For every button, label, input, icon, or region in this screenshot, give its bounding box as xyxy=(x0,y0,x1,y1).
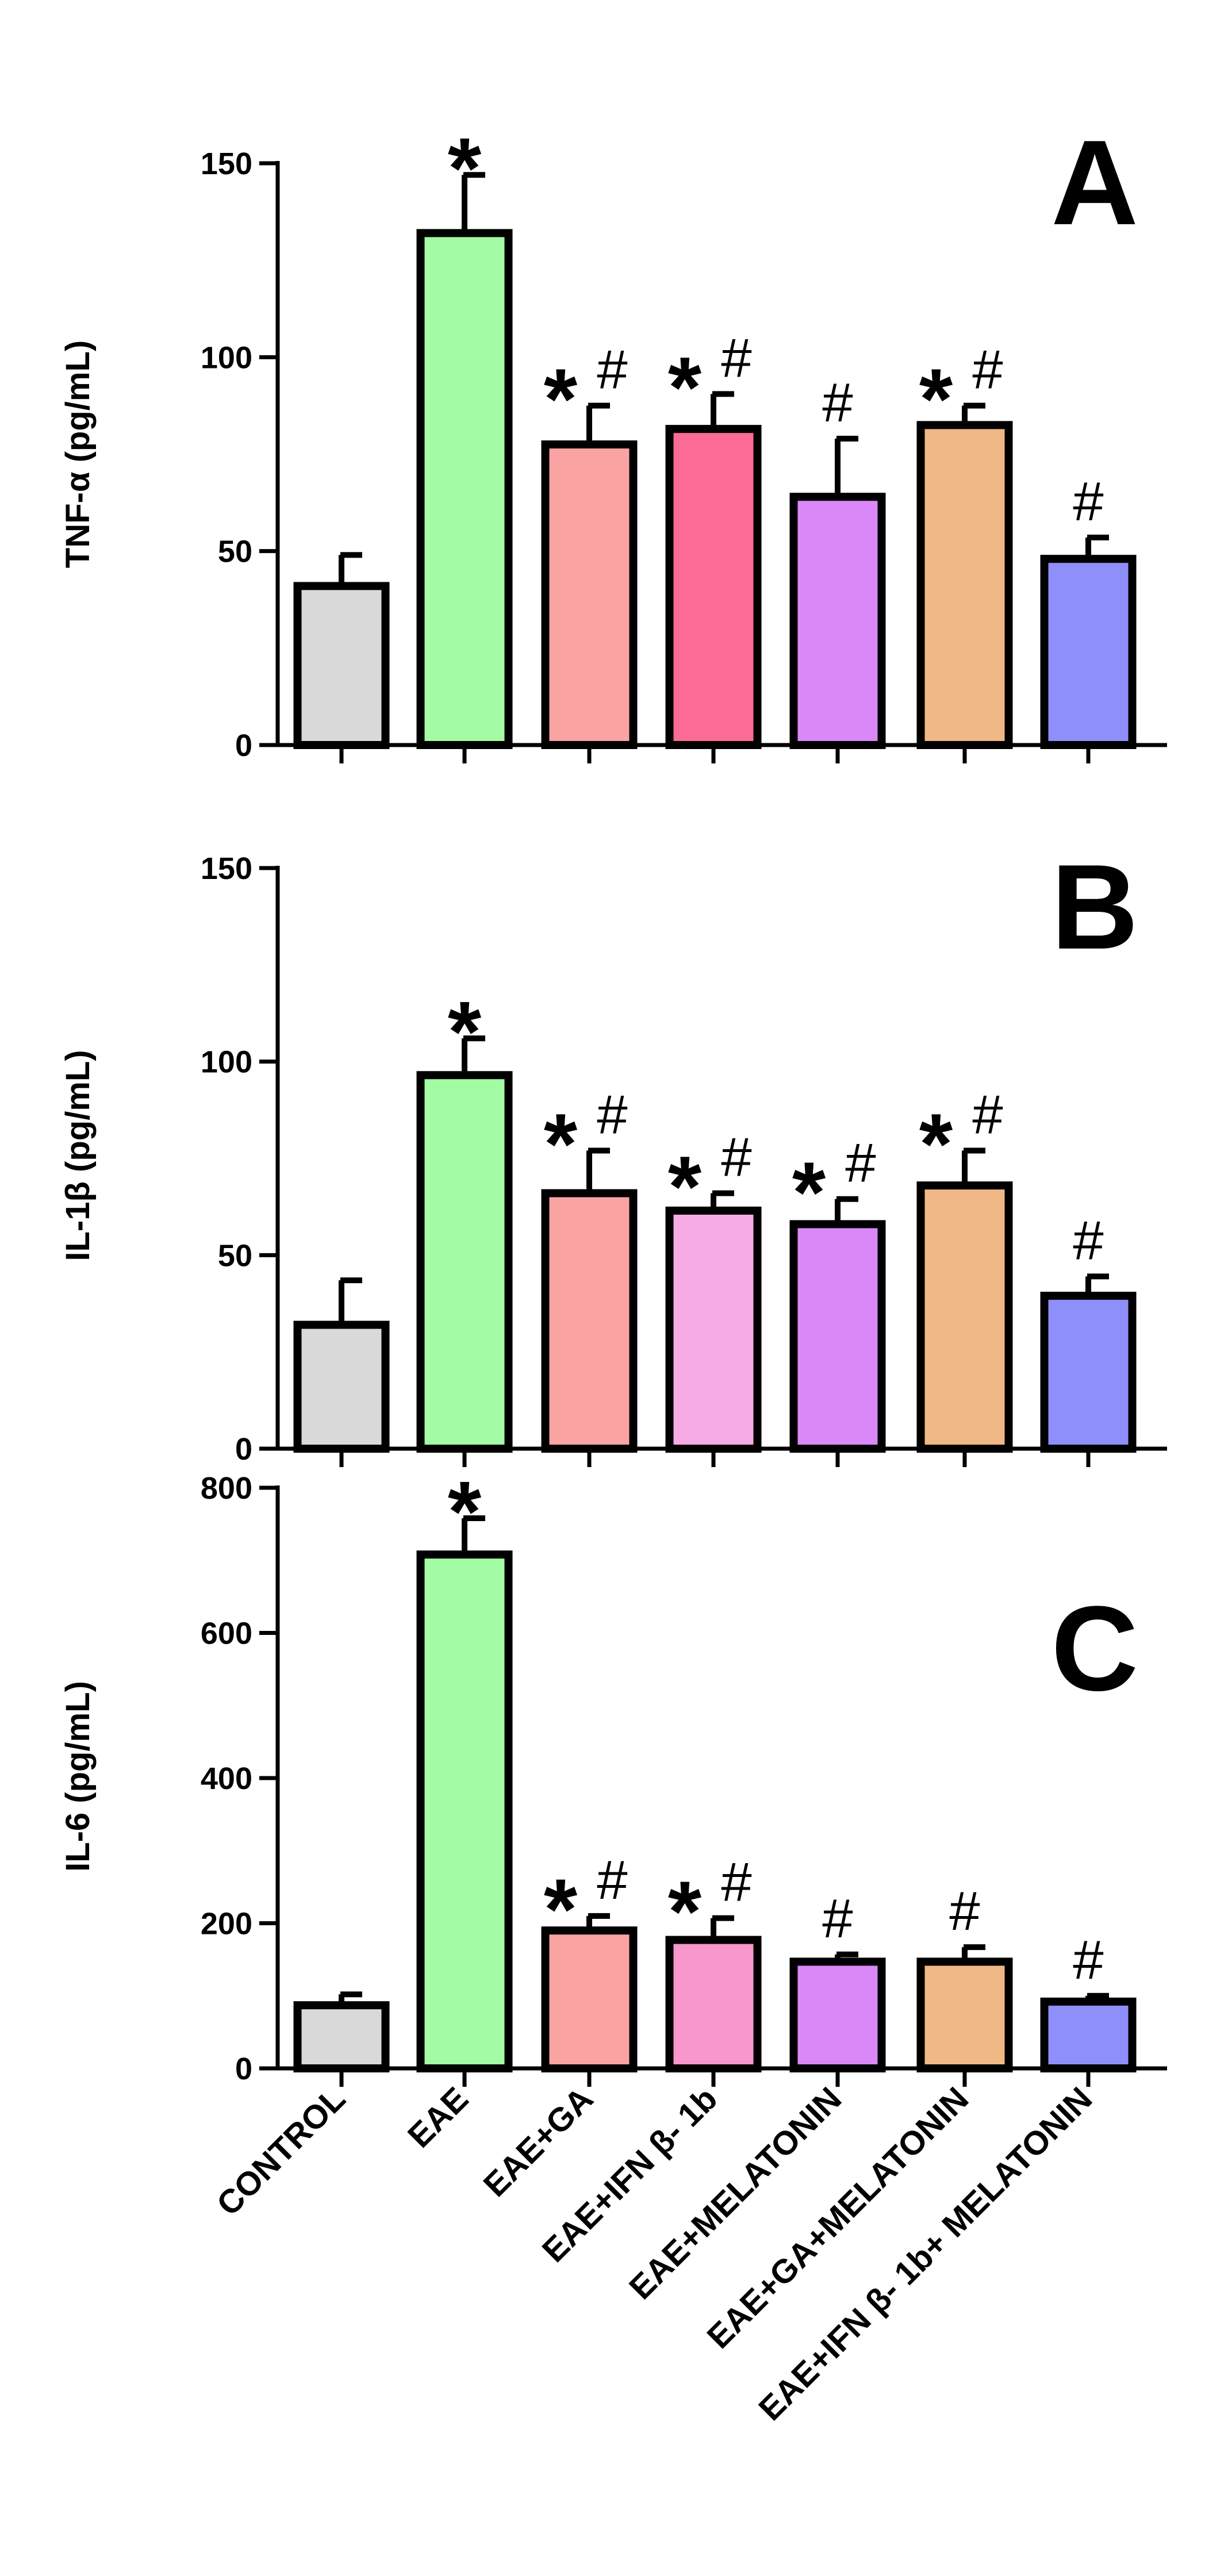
significance-hash: # xyxy=(597,1849,627,1911)
significance-hash: # xyxy=(822,372,853,433)
y-tick-label: 0 xyxy=(235,2052,252,2086)
bar-B-4 xyxy=(665,1206,762,1453)
y-tick-label: 800 xyxy=(201,1471,252,1506)
significance-star: * xyxy=(792,1144,826,1241)
y-axis-title-B: IL-1β (pg/mL) xyxy=(59,1050,97,1261)
bar-A-1 xyxy=(293,582,390,749)
y-tick-label: 600 xyxy=(201,1617,252,1651)
bar-B-2 xyxy=(416,1071,513,1453)
significance-hash: # xyxy=(972,1084,1003,1146)
y-tick-label: 0 xyxy=(235,728,252,763)
significance-hash: # xyxy=(949,1880,980,1942)
panel-letter-B: B xyxy=(1051,839,1138,974)
y-tick-label: 50 xyxy=(218,535,252,569)
significance-hash: # xyxy=(721,1127,751,1188)
y-tick-label: 0 xyxy=(235,1432,252,1466)
significance-star: * xyxy=(448,120,482,216)
bar-A-3 xyxy=(541,440,638,749)
significance-hash: # xyxy=(972,339,1003,401)
category-label: CONTROL xyxy=(209,2080,352,2223)
y-tick-label: 100 xyxy=(201,1045,252,1080)
bar-C-7 xyxy=(1040,1997,1137,2073)
y-tick-label: 150 xyxy=(201,851,252,886)
significance-hash: # xyxy=(845,1132,876,1194)
significance-star: * xyxy=(919,1096,953,1192)
significance-star: * xyxy=(668,339,702,435)
significance-hash: # xyxy=(1073,471,1103,532)
y-axis-title-C: IL-6 (pg/mL) xyxy=(59,1681,97,1872)
bar-C-6 xyxy=(916,1957,1013,2073)
y-tick-label: 200 xyxy=(201,1907,252,1941)
significance-star: * xyxy=(544,351,578,447)
category-label: EAE+MELATONIN xyxy=(622,2080,849,2306)
significance-hash: # xyxy=(721,327,751,389)
panel-letter-C: C xyxy=(1051,1581,1138,1716)
significance-star: * xyxy=(544,1096,578,1192)
panel-letter-A: A xyxy=(1051,115,1138,250)
bar-A-5 xyxy=(789,493,886,749)
significance-star: * xyxy=(668,1138,702,1235)
significance-hash: # xyxy=(721,1852,751,1913)
bar-A-2 xyxy=(416,229,513,749)
category-label: EAE xyxy=(401,2080,475,2155)
y-axis-title-A: TNF-α (pg/mL) xyxy=(59,340,97,568)
significance-hash: # xyxy=(822,1888,853,1949)
bar-C-4 xyxy=(665,1936,762,2073)
bar-B-1 xyxy=(293,1320,390,1453)
y-tick-label: 100 xyxy=(201,340,252,375)
significance-star: * xyxy=(668,1863,702,1960)
bar-A-4 xyxy=(665,425,762,749)
bar-C-3 xyxy=(541,1926,638,2072)
significance-hash: # xyxy=(1073,1929,1103,1991)
significance-hash: # xyxy=(597,1084,627,1146)
significance-star: * xyxy=(448,1463,482,1560)
bar-A-6 xyxy=(916,421,1013,749)
significance-star: * xyxy=(544,1861,578,1957)
bar-A-7 xyxy=(1040,555,1137,749)
bar-B-3 xyxy=(541,1189,638,1453)
significance-hash: # xyxy=(597,339,627,401)
bar-C-5 xyxy=(789,1957,886,2073)
bar-B-5 xyxy=(789,1220,886,1453)
significance-star: * xyxy=(919,351,953,447)
y-tick-label: 150 xyxy=(201,147,252,181)
bar-B-7 xyxy=(1040,1292,1137,1453)
bar-C-1 xyxy=(293,2001,390,2073)
significance-hash: # xyxy=(1073,1210,1103,1271)
y-tick-label: 50 xyxy=(218,1238,252,1273)
significance-star: * xyxy=(448,983,482,1080)
category-label: EAE+GA xyxy=(476,2080,600,2204)
bar-C-2 xyxy=(416,1550,513,2072)
bar-B-6 xyxy=(916,1181,1013,1453)
y-tick-label: 400 xyxy=(201,1761,252,1796)
